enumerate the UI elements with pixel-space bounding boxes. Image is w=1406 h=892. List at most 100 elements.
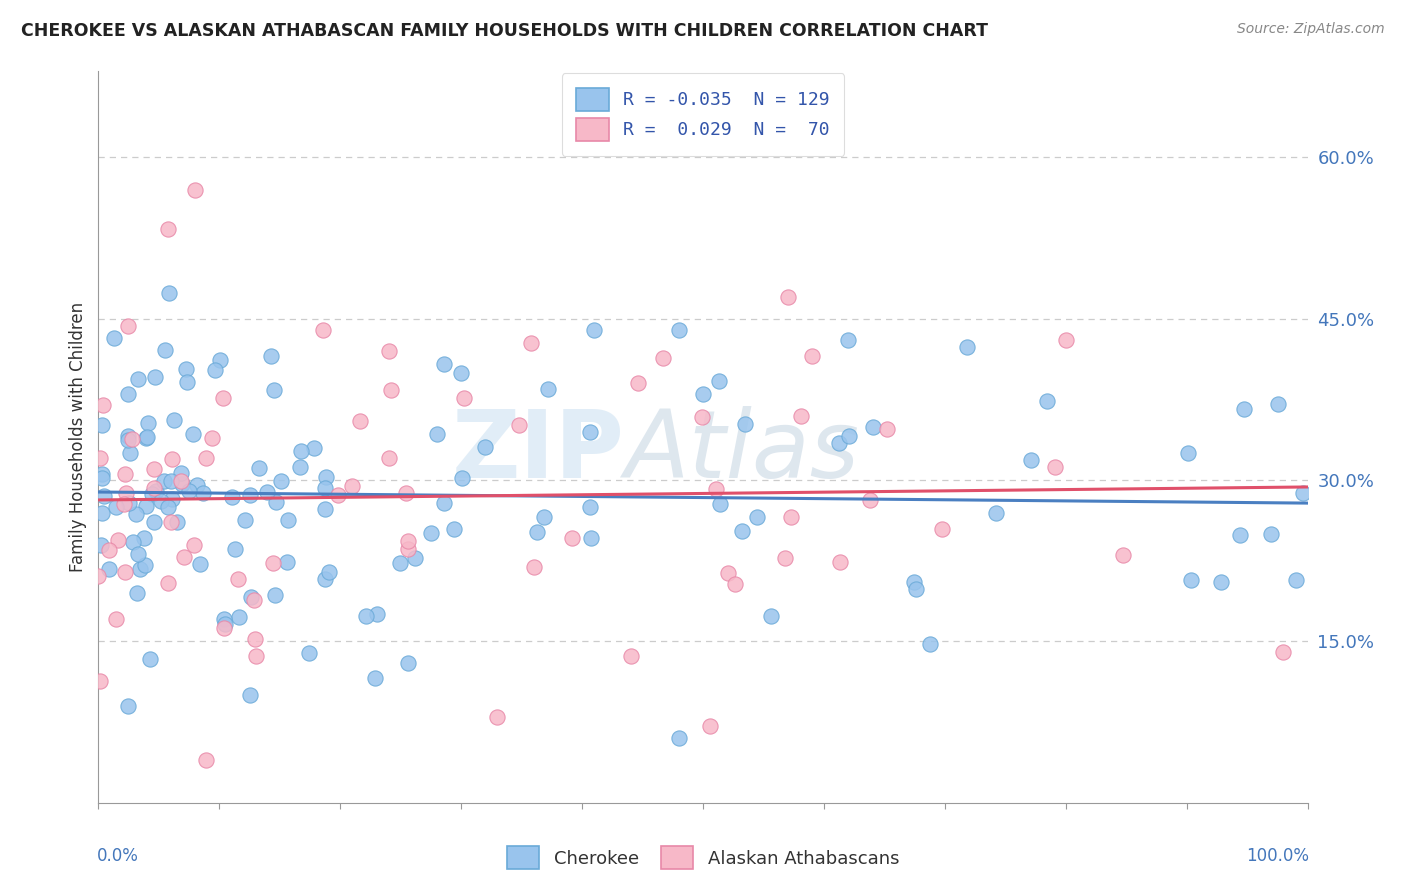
Point <box>228 610 250 624</box>
Point <box>690 410 713 425</box>
Point <box>156 500 179 515</box>
Point <box>195 451 218 466</box>
Point <box>239 688 262 702</box>
Point <box>432 357 454 371</box>
Point <box>731 524 754 539</box>
Point <box>290 444 312 458</box>
Point <box>240 590 263 604</box>
Point <box>170 475 193 489</box>
Point <box>166 515 188 529</box>
Point <box>537 383 560 397</box>
Point <box>396 656 419 670</box>
Point <box>724 576 747 591</box>
Point <box>288 459 311 474</box>
Point <box>583 322 606 336</box>
Legend: R = -0.035  N = 129, R =  0.029  N =  70: R = -0.035 N = 129, R = 0.029 N = 70 <box>562 73 844 155</box>
Point <box>181 427 204 442</box>
Point <box>984 506 1007 520</box>
Point <box>173 549 195 564</box>
Point <box>862 420 884 434</box>
Point <box>578 500 600 514</box>
Point <box>450 471 472 485</box>
Point <box>396 542 419 557</box>
Point <box>127 547 149 561</box>
Point <box>579 531 602 545</box>
Text: ZIP: ZIP <box>451 406 624 498</box>
Point <box>143 370 166 384</box>
Point <box>118 496 141 510</box>
Point <box>366 607 388 621</box>
Point <box>135 432 157 446</box>
Point <box>159 515 181 529</box>
Point <box>734 417 756 431</box>
Point <box>827 436 849 450</box>
Point <box>160 452 183 467</box>
Point <box>141 487 163 501</box>
Point <box>453 391 475 405</box>
Point <box>298 646 321 660</box>
Point <box>486 710 509 724</box>
Point <box>314 572 336 586</box>
Point <box>800 349 823 363</box>
Point <box>1233 401 1256 416</box>
Point <box>129 562 152 576</box>
Point <box>150 494 173 508</box>
Point <box>228 572 250 586</box>
Point <box>395 486 418 500</box>
Point <box>443 522 465 536</box>
Point <box>191 486 214 500</box>
Point <box>139 652 162 666</box>
Point <box>117 429 139 443</box>
Point <box>174 362 197 376</box>
Point <box>759 608 782 623</box>
Point <box>143 462 166 476</box>
Point <box>1260 527 1282 541</box>
Point <box>170 467 193 481</box>
Point <box>114 467 136 482</box>
Point <box>204 362 226 376</box>
Point <box>266 495 288 509</box>
Point <box>349 414 371 428</box>
Point <box>1180 573 1202 587</box>
Point <box>93 489 115 503</box>
Point <box>183 538 205 552</box>
Point <box>1054 333 1077 347</box>
Point <box>277 513 299 527</box>
Point <box>1229 528 1251 542</box>
Point <box>160 491 183 506</box>
Point <box>239 488 262 502</box>
Point <box>709 497 731 511</box>
Point <box>627 376 650 391</box>
Point <box>404 551 426 566</box>
Point <box>561 531 583 545</box>
Point <box>221 491 243 505</box>
Point <box>114 566 136 580</box>
Text: 100.0%: 100.0% <box>1246 847 1309 864</box>
Point <box>98 561 121 575</box>
Legend: Cherokee, Alaskan Athabascans: Cherokee, Alaskan Athabascans <box>498 838 908 879</box>
Point <box>775 550 797 565</box>
Point <box>828 555 851 569</box>
Point <box>956 340 979 354</box>
Point <box>1291 486 1313 500</box>
Point <box>789 409 811 424</box>
Point <box>245 648 267 663</box>
Point <box>668 731 690 746</box>
Point <box>363 671 385 685</box>
Point <box>153 475 176 489</box>
Point <box>125 507 148 521</box>
Point <box>1177 446 1199 460</box>
Point <box>396 533 419 548</box>
Point <box>233 513 256 527</box>
Point <box>1272 645 1295 659</box>
Point <box>903 574 925 589</box>
Point <box>188 557 211 571</box>
Point <box>117 318 139 333</box>
Point <box>208 352 231 367</box>
Point <box>1211 574 1233 589</box>
Point <box>262 557 284 571</box>
Point <box>380 383 402 397</box>
Point <box>104 500 127 515</box>
Text: Source: ZipAtlas.com: Source: ZipAtlas.com <box>1237 22 1385 37</box>
Point <box>170 477 193 491</box>
